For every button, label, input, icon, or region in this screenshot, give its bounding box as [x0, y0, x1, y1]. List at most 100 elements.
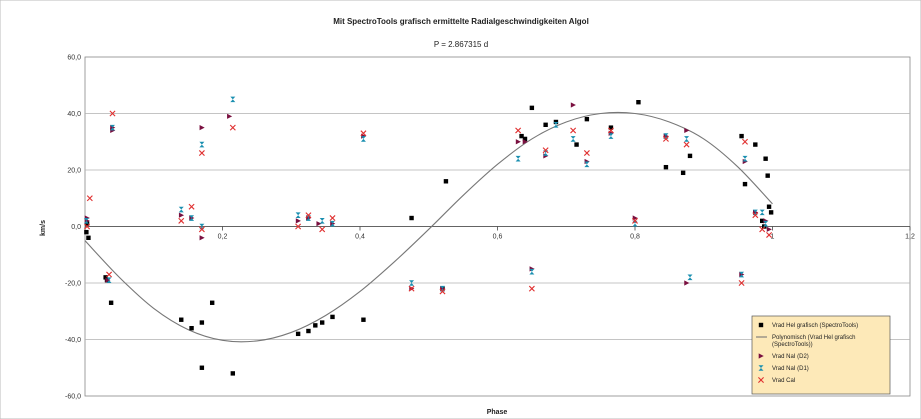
data-point	[306, 328, 311, 334]
data-point	[198, 226, 205, 233]
y-tick-label: 20,0	[67, 168, 81, 175]
y-tick-label: 0,0	[71, 224, 81, 231]
data-point	[522, 136, 528, 142]
data-point	[752, 212, 759, 219]
data-point	[662, 135, 669, 142]
data-point	[766, 226, 772, 232]
legend-label: Vrad CaI	[772, 378, 796, 384]
data-point	[178, 217, 185, 224]
data-point	[199, 365, 205, 370]
data-point	[684, 127, 690, 134]
legend-label: Vrad Hel grafisch (SpectroTools)	[772, 323, 858, 329]
data-point	[766, 231, 773, 238]
data-point	[84, 223, 91, 230]
data-point	[227, 113, 233, 119]
data-point	[316, 221, 322, 227]
data-point	[295, 212, 301, 218]
legend-item: Polynomisch (Vrad Hel grafisch (SpectroTo…	[756, 335, 855, 348]
data-point	[305, 212, 312, 219]
data-point	[636, 100, 641, 105]
data-point	[313, 323, 318, 328]
data-point	[330, 314, 335, 320]
data-point	[768, 210, 774, 215]
data-point	[106, 271, 113, 278]
data-point	[103, 275, 108, 280]
data-point	[209, 300, 215, 305]
data-point	[179, 317, 184, 322]
x-axis-label: Phase	[487, 409, 508, 416]
data-point	[759, 226, 766, 233]
data-point	[199, 125, 205, 131]
x-tick-label: 0,4	[355, 234, 365, 241]
data-point	[753, 142, 758, 147]
data-point	[739, 133, 744, 139]
legend-item: Vrad NaI (D2)	[758, 353, 809, 360]
data-point	[570, 136, 576, 142]
data-point	[199, 141, 205, 148]
data-point	[687, 153, 693, 159]
x-tick-label: 1	[771, 234, 775, 241]
data-point	[109, 110, 116, 117]
data-point	[409, 215, 414, 221]
data-point	[632, 217, 638, 224]
data-point	[229, 124, 236, 131]
data-point	[742, 155, 748, 162]
data-point	[360, 130, 367, 137]
data-point	[759, 209, 765, 216]
data-point	[739, 271, 745, 278]
legend-box	[751, 315, 891, 395]
y-tick-label: 60,0	[67, 55, 81, 62]
chart-title: Mit SpectroTools grafisch ermittelte Rad…	[333, 17, 589, 26]
data-point	[742, 181, 748, 187]
data-point	[319, 226, 326, 233]
data-point	[515, 139, 521, 145]
data-point	[189, 326, 194, 331]
data-point	[607, 127, 614, 134]
marker-layer	[83, 96, 774, 376]
data-point	[759, 218, 765, 224]
data-point	[110, 124, 115, 131]
y-tick-label: 40,0	[67, 111, 81, 118]
trendline-layer	[84, 111, 773, 343]
data-point	[106, 277, 112, 283]
data-point	[683, 141, 690, 148]
data-point	[528, 285, 535, 292]
legend-key	[758, 322, 764, 328]
data-point	[529, 268, 535, 275]
data-point	[515, 127, 522, 134]
data-point	[295, 223, 302, 230]
data-point	[584, 116, 590, 122]
data-point	[178, 206, 184, 213]
data-point	[189, 215, 195, 221]
data-point	[763, 220, 769, 227]
legend-key	[758, 353, 764, 359]
data-point	[543, 122, 548, 127]
data-point	[583, 150, 590, 157]
data-point	[584, 161, 590, 168]
legend-item: Vrad CaI	[758, 377, 796, 384]
data-point	[330, 220, 335, 227]
legend-item: Vrad Hel grafisch (SpectroTools)	[758, 322, 858, 329]
data-point	[519, 133, 524, 139]
y-axis-label: km/s	[40, 220, 47, 236]
data-point	[553, 122, 559, 128]
y-tick-label: -20,0	[65, 281, 81, 288]
data-point	[443, 179, 449, 184]
legend-label: Vrad NaI (D2)	[772, 354, 809, 360]
legend: Vrad Hel grafisch (SpectroTools) Polynomi…	[751, 315, 891, 395]
legend-key	[758, 365, 764, 371]
chart-subtitle: P = 2.867315 d	[434, 40, 488, 49]
data-point	[766, 204, 772, 209]
x-tick-label: 1,2	[905, 234, 915, 241]
data-point	[86, 195, 93, 202]
y-tick-label: -40,0	[65, 337, 81, 344]
tick-labels: 60,0 40,0 20,0 0,0 -20,0 -40,0 -60,0 0,2 0,4 0,6 0…	[65, 55, 915, 401]
data-point	[199, 235, 205, 241]
data-point	[608, 125, 614, 130]
legend-key	[758, 377, 764, 383]
data-point	[570, 102, 576, 108]
data-point	[199, 320, 205, 325]
x-tick-label: 0,8	[630, 234, 640, 241]
